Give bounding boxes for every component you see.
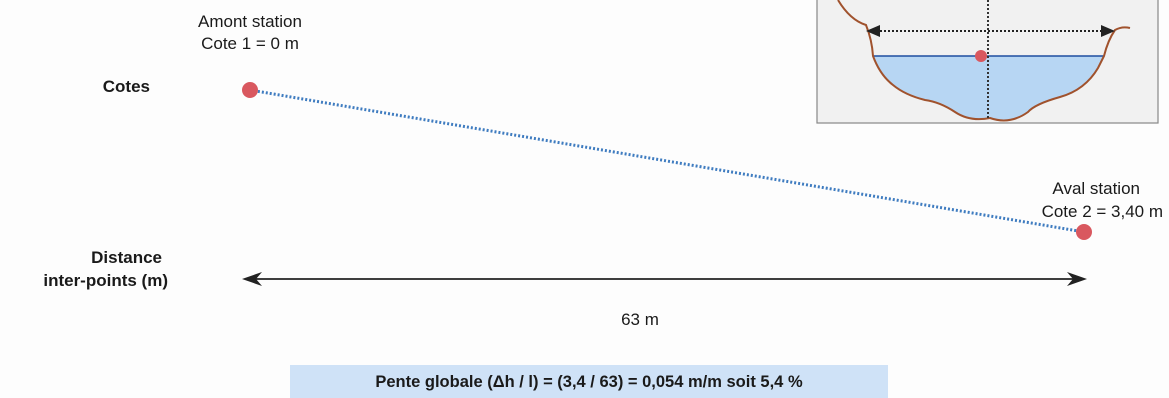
formula-box — [290, 365, 888, 398]
inset-arrow-left — [866, 25, 880, 37]
formula-text: Pente globale (Δh / l) = (3,4 / 63) = 0,… — [375, 373, 803, 391]
distance-arrow — [242, 272, 1087, 286]
cotes-label: Cotes — [102, 77, 150, 96]
cross-section-inset — [816, 0, 1159, 124]
slope-line — [249, 88, 1085, 234]
distance-arrow-right-head — [1067, 272, 1087, 286]
inset-arrow-right — [1101, 25, 1115, 37]
amont-title: Amont station — [198, 12, 302, 31]
aval-title: Aval station — [1052, 179, 1140, 198]
amont-cote: Cote 1 = 0 m — [201, 34, 299, 53]
amont-point — [242, 82, 258, 98]
distance-value: 63 m — [621, 310, 659, 329]
aval-cote: Cote 2 = 3,40 m — [1041, 202, 1163, 221]
distance-arrow-left-head — [242, 272, 262, 286]
aval-point — [1076, 224, 1092, 240]
inset-point — [975, 50, 987, 62]
distance-label-line1: Distance — [91, 248, 162, 267]
inset-riverbed — [837, 0, 1131, 122]
distance-label-line2: inter-points (m) — [43, 271, 168, 290]
